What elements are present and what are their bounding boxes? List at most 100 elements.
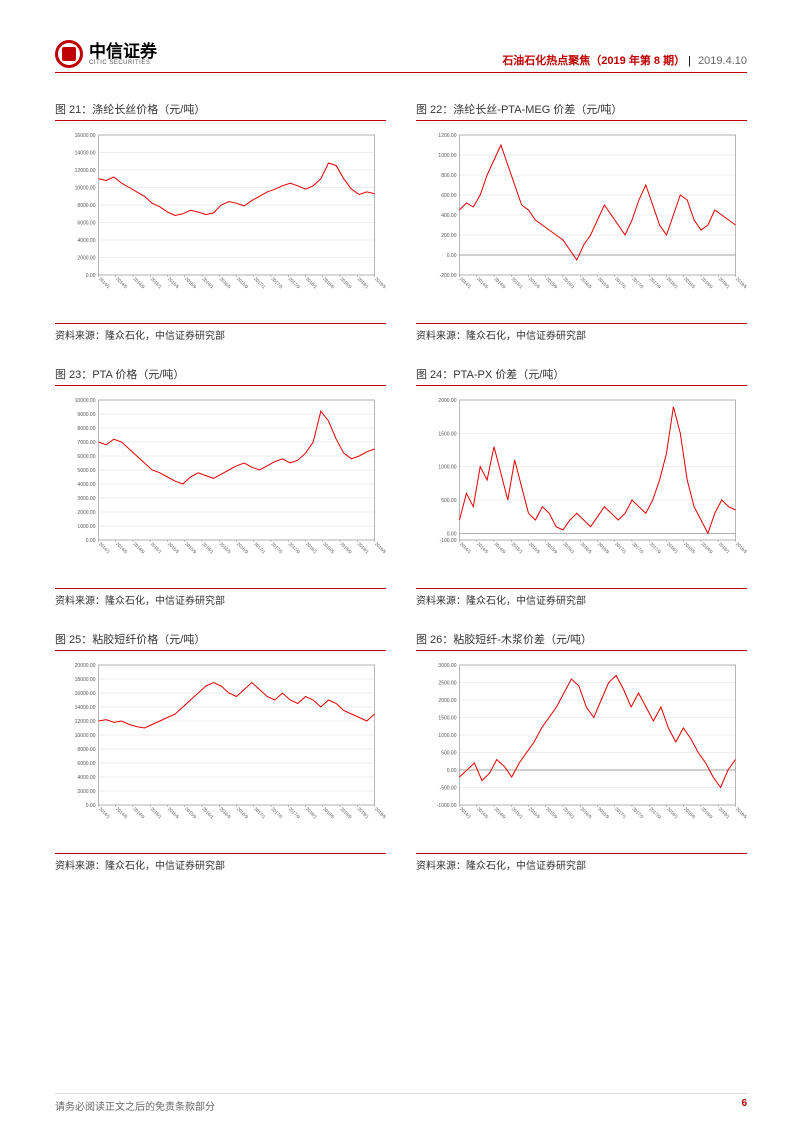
svg-text:6000.00: 6000.00 bbox=[77, 761, 95, 767]
chart-title: 图 21：涤纶长丝价格（元/吨） bbox=[55, 101, 386, 121]
svg-text:12000.00: 12000.00 bbox=[75, 168, 96, 174]
logo-text-cn: 中信证券 bbox=[89, 43, 157, 60]
svg-text:1500.00: 1500.00 bbox=[438, 716, 456, 722]
svg-text:4000.00: 4000.00 bbox=[77, 775, 95, 781]
logo-text-en: CITIC SECURITIES bbox=[89, 60, 157, 66]
svg-text:200.00: 200.00 bbox=[441, 233, 457, 239]
svg-text:4000.00: 4000.00 bbox=[77, 238, 95, 244]
logo: 中信证券 CITIC SECURITIES bbox=[55, 40, 157, 68]
source-text: 隆众石化，中信证券研究部 bbox=[105, 861, 225, 872]
svg-text:8000.00: 8000.00 bbox=[77, 747, 95, 753]
page-number: 6 bbox=[741, 1098, 747, 1113]
svg-text:1000.00: 1000.00 bbox=[438, 733, 456, 739]
chart-title: 图 25：粘胶短纤价格（元/吨） bbox=[55, 631, 386, 651]
svg-text:2000.00: 2000.00 bbox=[77, 510, 95, 516]
svg-text:1500.00: 1500.00 bbox=[438, 431, 456, 437]
chart-cell-23: 图 23：PTA 价格（元/吨） 0.00 1000.00 2000.00 3000.0… bbox=[55, 366, 386, 607]
svg-text:2000.00: 2000.00 bbox=[438, 398, 456, 404]
svg-text:2000.00: 2000.00 bbox=[77, 256, 95, 262]
svg-text:1000.00: 1000.00 bbox=[77, 524, 95, 530]
svg-text:14000.00: 14000.00 bbox=[75, 151, 96, 157]
svg-text:16000.00: 16000.00 bbox=[75, 133, 96, 139]
chart-source: 资料来源：隆众石化，中信证券研究部 bbox=[416, 588, 747, 607]
source-text: 隆众石化，中信证券研究部 bbox=[105, 596, 225, 607]
svg-text:0.00: 0.00 bbox=[447, 531, 457, 537]
chart-plot: 0.00 2000.00 4000.00 6000.00 8000.00 10000.00… bbox=[55, 127, 386, 317]
chart-title: 图 23：PTA 价格（元/吨） bbox=[55, 366, 386, 386]
svg-text:10000.00: 10000.00 bbox=[75, 733, 96, 739]
svg-text:14000.00: 14000.00 bbox=[75, 705, 96, 711]
separator: | bbox=[688, 55, 694, 67]
charts-grid: 图 21：涤纶长丝价格（元/吨） 0.00 2000.00 4000.00 6000.0… bbox=[55, 101, 747, 872]
svg-text:0.00: 0.00 bbox=[86, 273, 96, 279]
svg-text:9000.00: 9000.00 bbox=[77, 412, 95, 418]
svg-text:16000.00: 16000.00 bbox=[75, 691, 96, 697]
chart-cell-22: 图 22：涤纶长丝-PTA-MEG 价差（元/吨） -200.00 0.00 200.… bbox=[416, 101, 747, 342]
svg-text:500.00: 500.00 bbox=[441, 751, 457, 757]
svg-text:10000.00: 10000.00 bbox=[75, 186, 96, 192]
svg-text:8000.00: 8000.00 bbox=[77, 203, 95, 209]
svg-text:0.00: 0.00 bbox=[447, 253, 457, 259]
chart-plot: -1000.00 -500.00 0.00 500.00 1000.00 1500.00 2… bbox=[416, 657, 747, 847]
svg-text:500.00: 500.00 bbox=[441, 498, 457, 504]
source-label: 资料来源： bbox=[416, 331, 466, 342]
svg-text:2000.00: 2000.00 bbox=[77, 789, 95, 795]
source-text: 隆众石化，中信证券研究部 bbox=[466, 331, 586, 342]
svg-text:7000.00: 7000.00 bbox=[77, 440, 95, 446]
chart-title: 图 22：涤纶长丝-PTA-MEG 价差（元/吨） bbox=[416, 101, 747, 121]
svg-text:18000.00: 18000.00 bbox=[75, 677, 96, 683]
svg-text:10000.00: 10000.00 bbox=[75, 398, 96, 404]
chart-cell-26: 图 26：粘胶短纤-木浆价差（元/吨） -1000.00 -500.00 0.00 50… bbox=[416, 631, 747, 872]
chart-plot: -200.000.00200.00400.00600.00800.001000.… bbox=[416, 127, 747, 317]
svg-text:1000.00: 1000.00 bbox=[438, 465, 456, 471]
source-text: 隆众石化，中信证券研究部 bbox=[466, 596, 586, 607]
svg-text:2500.00: 2500.00 bbox=[438, 681, 456, 687]
header-right: 石油石化热点聚焦（2019 年第 8 期） | 2019.4.10 bbox=[502, 52, 747, 68]
page-header: 中信证券 CITIC SECURITIES 石油石化热点聚焦（2019 年第 8… bbox=[55, 40, 747, 73]
source-text: 隆众石化，中信证券研究部 bbox=[466, 861, 586, 872]
svg-text:1000.00: 1000.00 bbox=[438, 153, 456, 159]
svg-text:-500.00: -500.00 bbox=[440, 786, 457, 792]
doc-date: 2019.4.10 bbox=[698, 55, 747, 67]
chart-cell-21: 图 21：涤纶长丝价格（元/吨） 0.00 2000.00 4000.00 6000.0… bbox=[55, 101, 386, 342]
svg-text:6000.00: 6000.00 bbox=[77, 221, 95, 227]
source-label: 资料来源： bbox=[55, 861, 105, 872]
svg-text:2000.00: 2000.00 bbox=[438, 698, 456, 704]
svg-text:-100.00: -100.00 bbox=[440, 538, 457, 544]
svg-text:4000.00: 4000.00 bbox=[77, 482, 95, 488]
svg-text:-200.00: -200.00 bbox=[440, 273, 457, 279]
svg-text:20000.00: 20000.00 bbox=[75, 663, 96, 669]
chart-cell-25: 图 25：粘胶短纤价格（元/吨） 0.00 2000.00 4000.00 6000.0… bbox=[55, 631, 386, 872]
chart-plot: 0.00 1000.00 2000.00 3000.00 4000.00 5000.00 6… bbox=[55, 392, 386, 582]
chart-source: 资料来源：隆众石化，中信证券研究部 bbox=[416, 323, 747, 342]
doc-title: 石油石化热点聚焦（2019 年第 8 期） bbox=[502, 55, 685, 67]
svg-text:5000.00: 5000.00 bbox=[77, 468, 95, 474]
svg-text:600.00: 600.00 bbox=[441, 193, 457, 199]
svg-text:0.00: 0.00 bbox=[447, 768, 457, 774]
svg-text:0.00: 0.00 bbox=[86, 538, 96, 544]
svg-text:8000.00: 8000.00 bbox=[77, 426, 95, 432]
page-footer: 请务必阅读正文之后的免责条款部分 6 bbox=[55, 1093, 747, 1113]
source-label: 资料来源： bbox=[55, 331, 105, 342]
svg-text:400.00: 400.00 bbox=[441, 213, 457, 219]
logo-icon bbox=[55, 40, 83, 68]
chart-plot: -100.000.00500.001000.001500.002000.0020… bbox=[416, 392, 747, 582]
source-label: 资料来源： bbox=[416, 596, 466, 607]
svg-text:0.00: 0.00 bbox=[86, 803, 96, 809]
chart-cell-24: 图 24：PTA-PX 价差（元/吨） -100.000.00 500.00 1000… bbox=[416, 366, 747, 607]
svg-text:12000.00: 12000.00 bbox=[75, 719, 96, 725]
footer-disclaimer: 请务必阅读正文之后的免责条款部分 bbox=[55, 1098, 215, 1113]
chart-source: 资料来源：隆众石化，中信证券研究部 bbox=[416, 853, 747, 872]
svg-text:3000.00: 3000.00 bbox=[77, 496, 95, 502]
chart-title: 图 26：粘胶短纤-木浆价差（元/吨） bbox=[416, 631, 747, 651]
chart-plot: 0.00 2000.00 4000.00 6000.00 8000.00 10000.00… bbox=[55, 657, 386, 847]
chart-source: 资料来源：隆众石化，中信证券研究部 bbox=[55, 588, 386, 607]
svg-text:3000.00: 3000.00 bbox=[438, 663, 456, 669]
svg-text:6000.00: 6000.00 bbox=[77, 454, 95, 460]
chart-source: 资料来源：隆众石化，中信证券研究部 bbox=[55, 853, 386, 872]
chart-title: 图 24：PTA-PX 价差（元/吨） bbox=[416, 366, 747, 386]
source-label: 资料来源： bbox=[416, 861, 466, 872]
svg-text:1200.00: 1200.00 bbox=[438, 133, 456, 139]
svg-text:-1000.00: -1000.00 bbox=[437, 803, 457, 809]
source-text: 隆众石化，中信证券研究部 bbox=[105, 331, 225, 342]
